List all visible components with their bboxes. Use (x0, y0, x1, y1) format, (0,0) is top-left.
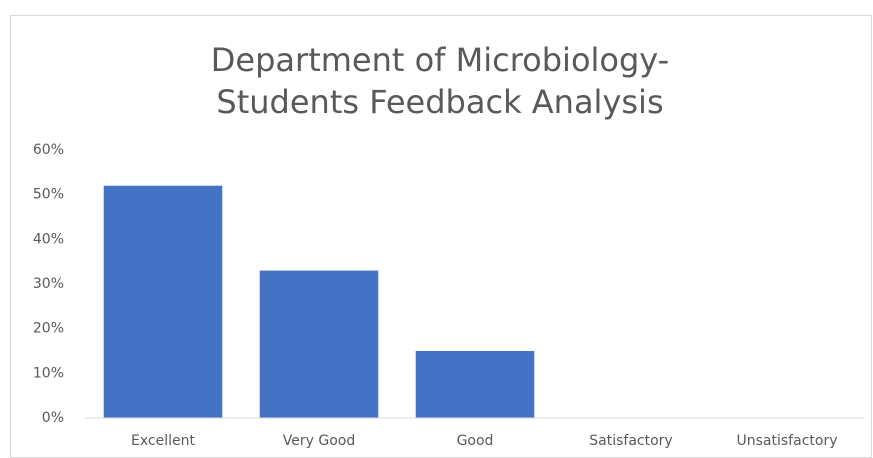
chart-title: Students Feedback Analysis (216, 83, 663, 121)
x-tick-label: Very Good (283, 433, 355, 449)
y-tick-label: 0% (42, 410, 64, 426)
y-tick-label: 30% (33, 276, 64, 292)
bar (103, 185, 223, 418)
chart-title: Department of Microbiology- (211, 41, 669, 79)
y-tick-label: 40% (33, 231, 64, 247)
y-tick-label: 10% (33, 365, 64, 381)
y-tick-label: 50% (33, 187, 64, 203)
x-tick-label: Unsatisfactory (737, 433, 838, 449)
bar (415, 351, 535, 418)
bar (259, 270, 379, 418)
y-tick-label: 60% (33, 142, 64, 158)
x-tick-label: Good (457, 433, 494, 449)
y-tick-label: 20% (33, 321, 64, 337)
x-tick-label: Excellent (131, 433, 195, 449)
x-tick-label: Satisfactory (589, 433, 672, 449)
